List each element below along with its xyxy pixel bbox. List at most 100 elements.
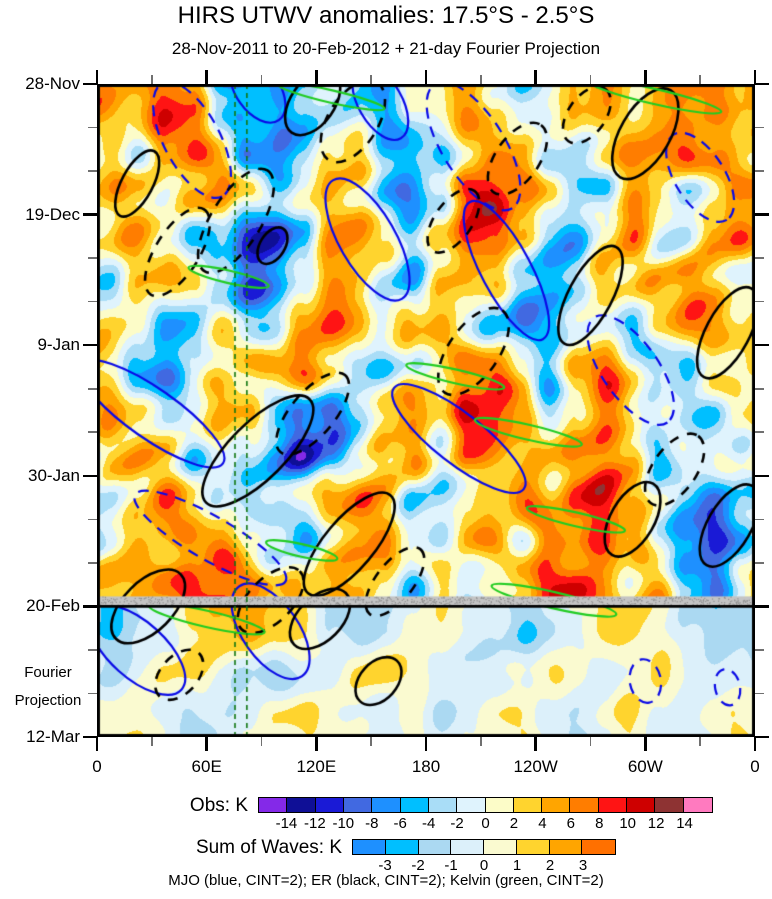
x-major-tick — [753, 737, 757, 751]
colorbar-segment — [353, 840, 386, 854]
y-major-tick — [83, 605, 97, 608]
y-major-tick-right — [755, 82, 769, 86]
x-tick-label: 60W — [627, 757, 663, 776]
obs-colorbar-label: Obs: K — [189, 795, 248, 816]
x-major-tick — [205, 737, 208, 751]
colorbar-tick-label: 14 — [676, 815, 693, 832]
y-tick-label: 28-Nov — [25, 74, 80, 93]
waves-colorbar-label: Sum of Waves: K — [195, 837, 342, 858]
y-minor-tick — [88, 562, 97, 564]
colorbar-segment — [343, 798, 373, 812]
y-major-tick-right — [755, 735, 769, 739]
y-major-tick-right — [755, 474, 769, 477]
y-minor-tick — [88, 431, 97, 434]
x-minor-tick-top — [589, 75, 592, 84]
y-minor-tick-right — [755, 562, 764, 564]
x-minor-tick-top — [370, 75, 372, 84]
page-subtitle: 28-Nov-2011 to 20-Feb-2012 + 21-day Four… — [171, 39, 601, 58]
y-minor-tick-right — [755, 300, 764, 303]
colorbar-tick-label: -12 — [304, 815, 326, 832]
colorbar-segment — [655, 798, 684, 812]
colorbar-segment — [259, 798, 288, 812]
y-minor-tick-right — [755, 431, 764, 434]
y-minor-tick — [88, 257, 97, 259]
colorbar-tick-label: 2 — [545, 857, 555, 874]
colorbar-tick-label: 8 — [595, 815, 604, 832]
x-tick-label: 60E — [191, 757, 222, 776]
fourier-projection-note-line2: Projection — [14, 692, 82, 709]
colorbar-tick-label: -4 — [421, 815, 436, 832]
y-tick-label: 30-Jan — [28, 465, 80, 485]
colorbar-tick-label: 1 — [512, 857, 522, 874]
colorbar-tick-label: -3 — [378, 857, 392, 874]
y-minor-tick-right — [755, 257, 764, 259]
y-minor-tick-right — [755, 649, 764, 651]
y-minor-tick-right — [755, 387, 764, 390]
x-major-tick — [644, 737, 647, 751]
y-minor-tick — [88, 126, 97, 129]
x-minor-tick-top — [699, 75, 701, 84]
colorbar-tick-label: -6 — [393, 815, 407, 832]
colorbar-tick-label: -1 — [444, 857, 458, 874]
contour-legend-caption: MJO (blue, CINT=2); ER (black, CINT=2); … — [168, 872, 604, 889]
colorbar-tick-label: 4 — [538, 815, 547, 832]
page-title: HIRS UTWV anomalies: 17.5°S - 2.5°S — [177, 2, 595, 29]
x-major-tick — [315, 737, 318, 751]
y-major-tick-right — [755, 605, 769, 608]
colorbar-segment — [513, 798, 543, 812]
x-major-tick — [424, 737, 428, 751]
y-minor-tick — [88, 692, 97, 695]
colorbar-segment — [627, 798, 656, 812]
colorbar-segment — [542, 798, 571, 812]
x-minor-tick — [370, 737, 372, 746]
y-tick-label: 20-Feb — [26, 596, 80, 616]
colorbar-segment — [582, 840, 615, 854]
colorbar-segment — [457, 798, 486, 812]
y-major-tick-right — [755, 344, 769, 347]
x-minor-tick-top — [151, 75, 153, 84]
colorbar-tick-label: -10 — [332, 815, 355, 832]
colorbar-segment — [485, 798, 514, 812]
y-major-tick — [83, 735, 97, 739]
x-tick-label: 180 — [411, 757, 441, 776]
y-minor-tick — [88, 387, 97, 390]
hovmoller-plot — [97, 84, 755, 737]
colorbar-tick-label: -2 — [411, 857, 425, 874]
x-tick-label: 120W — [513, 757, 558, 776]
y-minor-tick-right — [755, 170, 764, 172]
y-tick-label: 12-Mar — [26, 727, 80, 746]
x-major-tick-top — [95, 70, 99, 84]
x-minor-tick — [589, 737, 592, 746]
y-minor-tick — [88, 649, 97, 651]
colorbar-tick-label: -2 — [450, 815, 464, 832]
x-minor-tick — [260, 737, 263, 746]
colorbar-segment — [549, 840, 583, 854]
colorbar-segment — [287, 798, 316, 812]
y-minor-tick — [88, 300, 97, 303]
colorbar-segment — [516, 840, 550, 854]
waves-colorbar — [352, 839, 616, 855]
y-minor-tick-right — [755, 126, 764, 129]
x-major-tick-top — [644, 70, 647, 84]
y-tick-label: 19-Dec — [25, 204, 80, 224]
x-major-tick-top — [315, 70, 318, 84]
colorbar-segment — [372, 798, 401, 812]
y-minor-tick-right — [755, 518, 764, 521]
colorbar-segment — [428, 798, 458, 812]
colorbar-tick-label: -8 — [365, 815, 379, 832]
x-major-tick-top — [753, 70, 757, 84]
colorbar-segment — [418, 840, 452, 854]
colorbar-tick-label: 6 — [566, 815, 575, 832]
y-tick-label: 9-Jan — [37, 335, 80, 355]
y-minor-tick — [88, 170, 97, 172]
x-major-tick — [534, 737, 537, 751]
colorbar-segment — [484, 840, 517, 854]
colorbar-segment — [683, 798, 712, 812]
y-minor-tick — [88, 518, 97, 521]
colorbar-segment — [451, 840, 484, 854]
x-minor-tick-top — [480, 75, 482, 84]
colorbar-tick-label: 2 — [509, 815, 519, 832]
fourier-projection-note-line1: Fourier — [24, 664, 72, 681]
y-major-tick — [83, 213, 97, 216]
